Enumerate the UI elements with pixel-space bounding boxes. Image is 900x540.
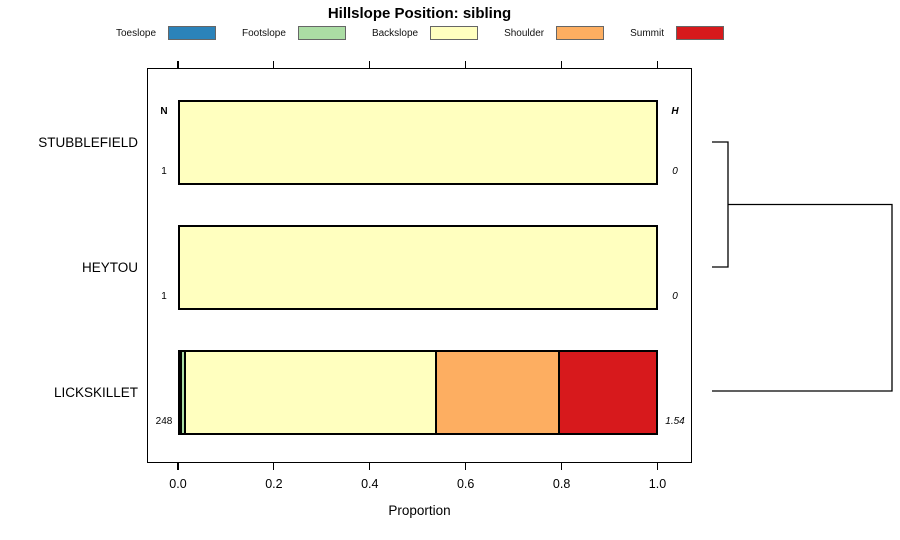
x-tick-label: 0.6: [456, 477, 475, 491]
legend-label: Backslope: [371, 27, 419, 39]
dendrogram-first-merge-link: [712, 141, 729, 268]
n-column-header: N: [160, 106, 168, 117]
legend: Toeslope Footslope Backslope Shoulder Summit: [0, 25, 840, 41]
top-tick-mark: [273, 61, 275, 68]
stacked-bar-stubblefield: [178, 100, 658, 185]
legend-item-footslope: Footslope: [242, 26, 346, 40]
segment-shoulder: [437, 352, 561, 433]
h-column-header: H: [671, 106, 679, 117]
bottom-tick-mark: [273, 463, 275, 470]
category-label-lickskillet: LICKSKILLET: [53, 385, 138, 400]
footslope-color-swatch: [297, 26, 346, 40]
toeslope-color-swatch: [168, 26, 217, 40]
top-tick-mark: [465, 61, 467, 68]
category-label-heytou: HEYTOU: [81, 260, 138, 275]
top-tick-mark: [561, 61, 563, 68]
top-tick-mark: [369, 61, 371, 68]
x-axis-label: Proportion: [388, 503, 451, 518]
plot-area-border: [147, 68, 692, 463]
top-tick-mark: [177, 61, 179, 68]
legend-item-summit: Summit: [630, 26, 725, 40]
segment-footslope: [182, 352, 186, 433]
bottom-tick-mark: [656, 463, 659, 470]
backslope-color-swatch: [430, 26, 479, 40]
legend-label: Summit: [630, 27, 665, 39]
n-value-stubblefield: 1: [161, 166, 167, 177]
bottom-tick-mark: [561, 463, 563, 470]
summit-color-swatch: [676, 26, 725, 40]
bottom-tick-mark: [369, 463, 371, 470]
bottom-tick-mark: [177, 463, 179, 470]
x-tick-label: 0.8: [552, 477, 571, 491]
dendrogram-root-link: [712, 203, 893, 392]
x-tick-label: 1.0: [648, 477, 667, 491]
n-value-lickskillet: 248: [155, 416, 173, 427]
category-label-stubblefield: STUBBLEFIELD: [38, 135, 138, 150]
stacked-bar-heytou: [178, 225, 658, 310]
bottom-tick-mark: [465, 463, 467, 470]
chart-title: Hillslope Position: sibling: [327, 5, 512, 22]
legend-label: Shoulder: [504, 27, 545, 39]
x-tick-label: 0.0: [169, 477, 187, 491]
legend-item-backslope: Backslope: [371, 26, 479, 40]
segment-summit: [560, 352, 657, 433]
h-value-heytou: 0: [672, 291, 678, 302]
stacked-bar-lickskillet: [178, 350, 658, 435]
n-value-heytou: 1: [161, 291, 167, 302]
legend-label: Footslope: [242, 27, 286, 39]
shoulder-color-swatch: [556, 26, 605, 40]
h-value-stubblefield: 0: [672, 166, 678, 177]
top-tick-mark: [656, 61, 659, 68]
segment-backslope: [180, 227, 656, 308]
x-tick-label: 0.2: [265, 477, 283, 491]
segment-backslope: [185, 352, 438, 433]
h-value-lickskillet: 1.54: [665, 416, 685, 427]
legend-item-toeslope: Toeslope: [115, 26, 217, 40]
x-tick-label: 0.4: [361, 477, 379, 491]
legend-item-shoulder: Shoulder: [504, 26, 605, 40]
segment-toeslope: [180, 352, 182, 433]
legend-label: Toeslope: [115, 27, 157, 39]
segment-backslope: [180, 102, 656, 183]
